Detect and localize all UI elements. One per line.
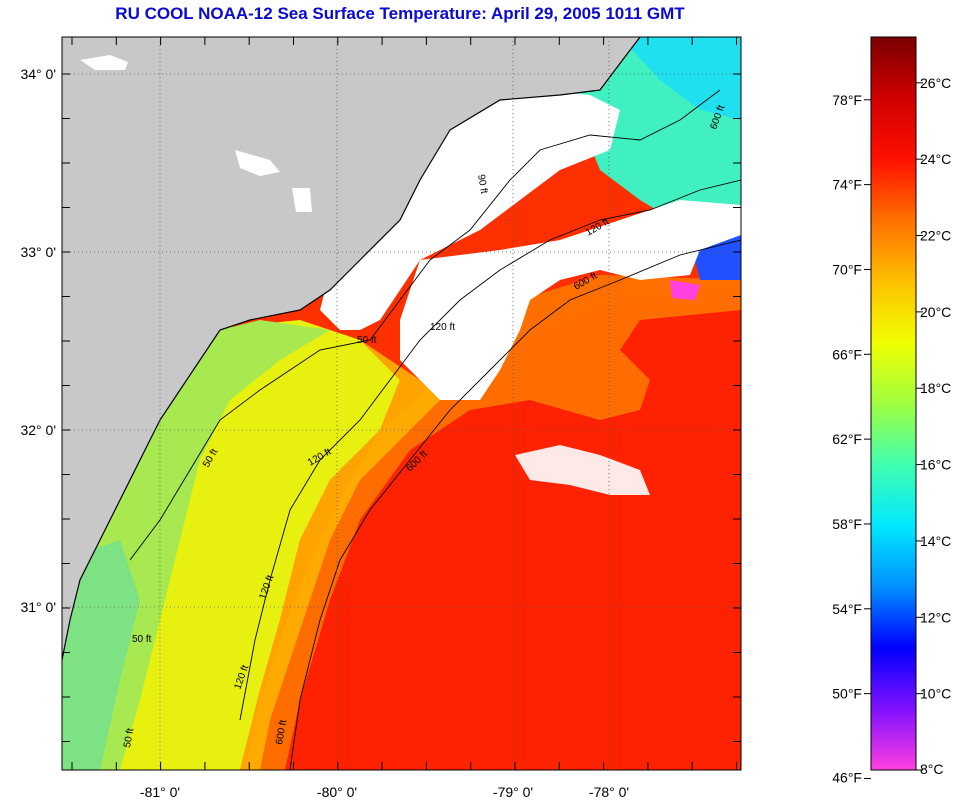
contour-label: 50 ft <box>122 727 136 748</box>
longitude-axis: -81° 0' -80° 0' -79° 0' -78° 0' <box>140 784 629 800</box>
lake-marker <box>80 55 128 70</box>
fahrenheit-label: 62°F <box>832 431 862 447</box>
celsius-label: 22°C <box>920 228 951 244</box>
latitude-label: 32° 0' <box>20 422 56 438</box>
contour-label: 90 ft <box>475 174 489 195</box>
cloud-cover-central <box>400 200 741 400</box>
longitude-label: -78° 0' <box>589 784 629 800</box>
warm-filament <box>245 275 741 770</box>
contour-label: 50 ft <box>357 335 377 346</box>
coastal-cool-water <box>62 540 140 770</box>
fahrenheit-label: 70°F <box>832 261 862 277</box>
midshelf-band <box>240 340 440 770</box>
latitude-label: 33° 0' <box>20 244 56 260</box>
longitude-label: -81° 0' <box>140 784 180 800</box>
map-frame <box>61 36 742 771</box>
colorbar-frame <box>870 36 917 771</box>
axis-ticks <box>62 37 741 770</box>
contour-120ft <box>239 179 741 721</box>
colorbar-fahrenheit-labels: 78°F 74°F 70°F 66°F 62°F 58°F 54°F 50°F 46°F <box>832 92 862 786</box>
fahrenheit-label: 74°F <box>832 177 862 193</box>
fahrenheit-label: 78°F <box>832 92 862 108</box>
land-mass <box>62 37 640 660</box>
celsius-label: 18°C <box>920 380 951 396</box>
celsius-label: 8°C <box>920 761 944 777</box>
colorbar: 78°F 74°F 70°F 66°F 62°F 58°F 54°F 50°F 46°F 26°… <box>832 36 951 786</box>
latitude-axis: 34° 0' 33° 0' 32° 0' 31° 0' <box>20 66 56 615</box>
colorbar-celsius-labels: 26°C 24°C 22°C 20°C 18°C 16°C 14°C 12°C 10°C 8°C <box>920 75 951 777</box>
celsius-label: 10°C <box>920 686 951 702</box>
fahrenheit-label: 58°F <box>832 516 862 532</box>
fahrenheit-label: 66°F <box>832 346 862 362</box>
contour-label: 600 ft <box>274 719 289 746</box>
longitude-label: -80° 0' <box>317 784 357 800</box>
colorbar-ticks <box>864 82 923 779</box>
cloud-patch-offshore <box>515 445 650 495</box>
lake-marker <box>235 150 280 176</box>
celsius-label: 14°C <box>920 533 951 549</box>
northern-cyan-water <box>620 37 741 120</box>
celsius-label: 26°C <box>920 75 951 91</box>
map-title: RU COOL NOAA-12 Sea Surface Temperature:… <box>115 4 685 23</box>
fahrenheit-label: 46°F <box>832 769 862 785</box>
fahrenheit-label: 50°F <box>832 686 862 702</box>
coastline <box>62 37 641 661</box>
celsius-label: 24°C <box>920 151 951 167</box>
longitude-label: -79° 0' <box>493 784 533 800</box>
celsius-label: 12°C <box>920 609 951 625</box>
lake-marker <box>292 188 312 212</box>
latitude-label: 34° 0' <box>20 66 56 82</box>
cold-patch-magenta <box>670 280 700 300</box>
fahrenheit-label: 54°F <box>832 601 862 617</box>
contour-50ft <box>129 89 721 561</box>
contour-label: 50 ft <box>132 634 152 645</box>
contour-label: 120 ft <box>430 322 455 333</box>
colorbar-gradient <box>871 37 916 770</box>
celsius-label: 20°C <box>920 304 951 320</box>
celsius-label: 16°C <box>920 457 951 473</box>
contour-600ft <box>289 239 741 770</box>
latitude-label: 31° 0' <box>20 599 56 615</box>
